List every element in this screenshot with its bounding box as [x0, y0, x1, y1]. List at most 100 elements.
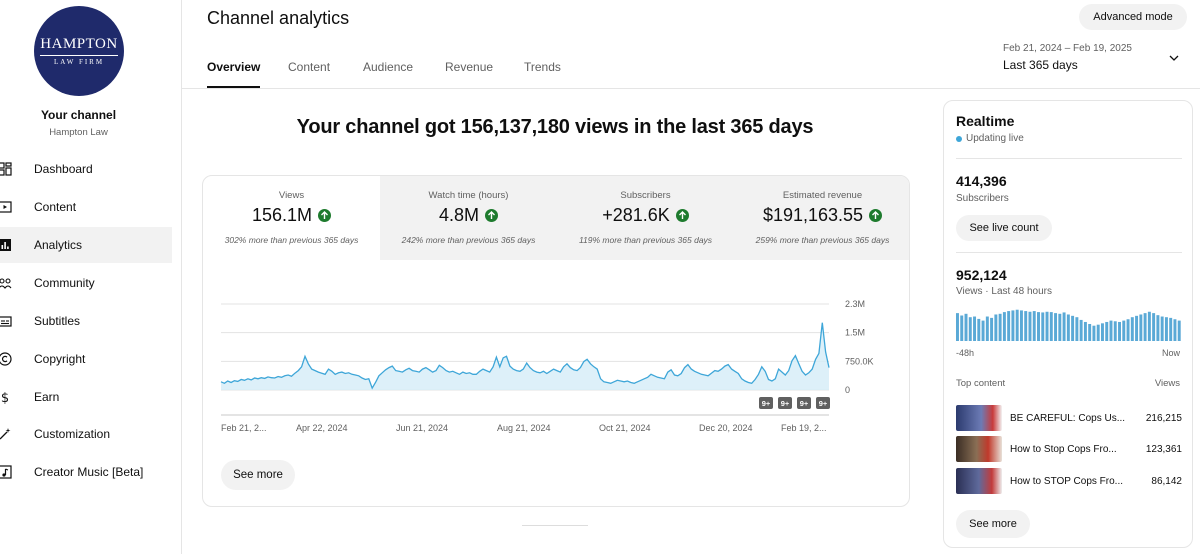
metric-value: +281.6K	[557, 205, 734, 226]
video-thumbnail	[956, 436, 1002, 462]
sidebar-item-content[interactable]: Content	[0, 189, 172, 225]
metric-comparison: 242% more than previous 365 days	[401, 235, 536, 245]
sidebar-item-label: Copyright	[34, 352, 86, 366]
realtime-title: Realtime	[956, 113, 1015, 129]
tab-revenue[interactable]: Revenue	[445, 60, 494, 74]
video-thumbnail	[956, 468, 1002, 494]
sidebar-item-copyright[interactable]: Copyright	[0, 341, 172, 377]
date-range[interactable]: Feb 21, 2024 – Feb 19, 2025	[1003, 43, 1132, 54]
x-tick-label: Feb 19, 2...	[781, 423, 827, 433]
tab-audience[interactable]: Audience	[363, 60, 414, 74]
realtime-bar	[1049, 312, 1053, 341]
see-more-button[interactable]: See more	[221, 460, 295, 490]
metric-subscribers[interactable]: Subscribers +281.6K 119% more than previ…	[557, 176, 734, 260]
sidebar-item-analytics[interactable]: Analytics	[0, 227, 172, 263]
views-48h-count: 952,124	[956, 267, 1007, 283]
content-icon	[0, 200, 12, 214]
y-tick-label: 0	[845, 385, 850, 395]
sidebar-item-subtitles[interactable]: Subtitles	[0, 303, 172, 339]
realtime-bar	[1041, 312, 1045, 341]
sidebar-item-dashboard[interactable]: Dashboard	[0, 151, 172, 187]
sidebar: HAMPTON LAW FIRM Your channel Hampton La…	[0, 0, 182, 554]
views-chart[interactable]: 2.3M 1.5M 750.0K 0 Feb 21, 2... Apr 22, 2024 J…	[203, 260, 910, 440]
metric-comparison: 259% more than previous 365 days	[755, 235, 890, 245]
video-thumbnail	[956, 405, 1002, 431]
tab-trends[interactable]: Trends	[524, 60, 561, 74]
channel-logo[interactable]: HAMPTON LAW FIRM	[34, 6, 124, 96]
realtime-bar	[1126, 319, 1130, 341]
sidebar-item-customization[interactable]: Customization	[0, 416, 172, 452]
chevron-down-icon[interactable]	[1168, 52, 1180, 64]
video-views: 86,142	[1151, 475, 1182, 487]
realtime-axis-end: Now	[1161, 348, 1180, 358]
realtime-bar	[1019, 310, 1023, 341]
channel-name: Your channel	[40, 108, 117, 122]
tab-overview[interactable]: Overview	[207, 60, 261, 88]
video-views: 123,361	[1145, 443, 1182, 455]
video-title: How to STOP Cops Fro...	[1010, 475, 1124, 487]
realtime-bar	[1100, 323, 1104, 341]
metric-views[interactable]: Views 156.1M 302% more than previous 365…	[203, 176, 380, 260]
divider	[956, 158, 1182, 159]
area-fill	[221, 322, 829, 390]
realtime-panel: Realtime Updating live 414,396 Subscribe…	[943, 100, 1193, 548]
see-more-button[interactable]: See more	[956, 510, 1030, 538]
realtime-bar	[1177, 320, 1181, 341]
arrow-up-icon	[869, 209, 883, 222]
date-range-label[interactable]: Last 365 days	[1003, 58, 1078, 72]
realtime-bar	[1062, 312, 1066, 341]
community-icon	[0, 276, 12, 290]
see-live-count-button[interactable]: See live count	[956, 215, 1052, 241]
realtime-bar	[964, 313, 968, 341]
video-title: BE CAREFUL: Cops Us...	[1010, 412, 1126, 424]
realtime-bar	[1113, 321, 1117, 341]
video-views: 216,215	[1145, 412, 1182, 424]
advanced-mode-button[interactable]: Advanced mode	[1079, 4, 1187, 30]
dashboard-icon	[0, 162, 12, 176]
realtime-bar	[968, 317, 972, 341]
y-tick-label: 750.0K	[845, 356, 874, 366]
metric-value-text: 156.1M	[251, 205, 313, 225]
realtime-bar	[1092, 325, 1096, 341]
metric-value-text: +281.6K	[602, 205, 670, 225]
y-tick-label: 2.3M	[845, 299, 865, 309]
metric-watch-time[interactable]: Watch time (hours) 4.8M 242% more than p…	[380, 176, 557, 260]
realtime-bar-chart[interactable]	[956, 305, 1182, 343]
sidebar-item-earn[interactable]: $ Earn	[0, 379, 172, 415]
x-tick-label: Dec 20, 2024	[699, 423, 753, 433]
milestone-badge	[759, 397, 773, 409]
realtime-bar	[1156, 315, 1160, 341]
realtime-bar	[1088, 324, 1092, 341]
tab-content[interactable]: Content	[288, 60, 331, 74]
realtime-bar	[1122, 320, 1126, 341]
realtime-bar	[994, 314, 998, 341]
list-item[interactable]: How to STOP Cops Fro... 86,142	[956, 468, 1182, 494]
metric-comparison: 119% more than previous 365 days	[578, 235, 713, 245]
realtime-bar	[1147, 311, 1151, 341]
milestone-badge	[816, 397, 830, 409]
metric-revenue[interactable]: Estimated revenue $191,163.55 259% more …	[734, 176, 909, 260]
list-item[interactable]: How to Stop Cops Fro... 123,361	[956, 436, 1182, 462]
milestone-badge	[797, 397, 811, 409]
realtime-bar	[1164, 317, 1168, 341]
realtime-bar	[1066, 314, 1070, 341]
x-tick-label: Jun 21, 2024	[396, 423, 448, 433]
earn-icon: $	[0, 390, 12, 404]
sidebar-item-label: Community	[34, 276, 95, 290]
realtime-bar	[1118, 321, 1121, 341]
realtime-bar	[1011, 310, 1015, 341]
realtime-bar	[1160, 316, 1164, 341]
sidebar-item-label: Dashboard	[34, 162, 93, 176]
realtime-bar	[1139, 314, 1143, 341]
realtime-bar	[1075, 317, 1079, 341]
top-content-label: Top content	[956, 378, 1006, 389]
channel-handle: Hampton Law	[49, 127, 108, 138]
metric-value: 156.1M	[203, 205, 380, 226]
realtime-bar	[977, 318, 981, 341]
list-item[interactable]: BE CAREFUL: Cops Us... 216,215	[956, 405, 1182, 431]
realtime-bar	[1032, 311, 1036, 341]
metric-label: Estimated revenue	[782, 190, 863, 201]
creator-music-icon	[0, 465, 12, 479]
sidebar-item-creator-music[interactable]: Creator Music [Beta]	[0, 454, 172, 490]
sidebar-item-community[interactable]: Community	[0, 265, 172, 301]
